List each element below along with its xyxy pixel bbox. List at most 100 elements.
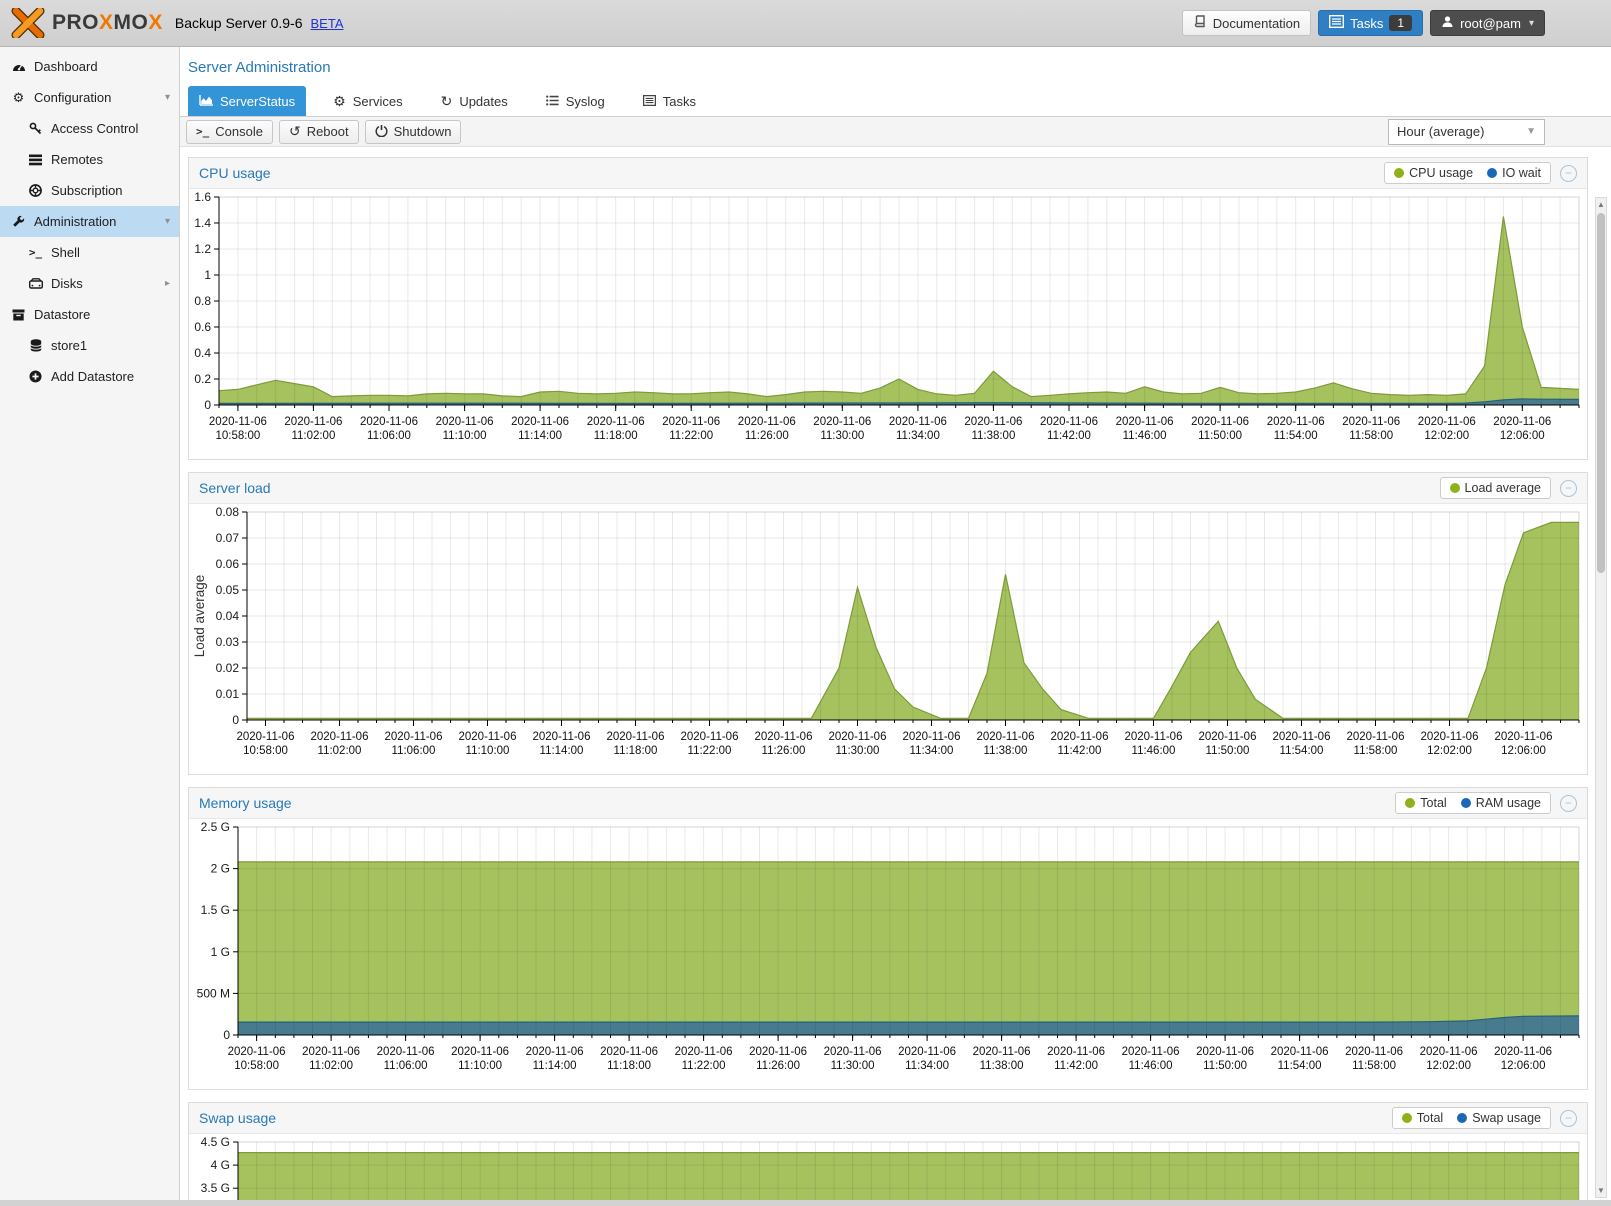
wrench-icon (10, 215, 27, 228)
list-icon (545, 94, 559, 108)
sidebar-item-store1[interactable]: store1 (0, 330, 179, 361)
memory-usage-panel: Memory usage Total RAM usage − 0 500 M 1 G… (188, 787, 1588, 1090)
shutdown-button[interactable]: Shutdown (364, 119, 462, 144)
svg-text:2020-11-06: 2020-11-06 (511, 416, 569, 428)
console-button[interactable]: >_ Console (186, 119, 273, 144)
svg-text:10:58:00: 10:58:00 (234, 1060, 279, 1072)
legend-entry-total[interactable]: Total (1405, 796, 1447, 810)
svg-text:11:10:00: 11:10:00 (458, 1060, 502, 1072)
svg-text:11:46:00: 11:46:00 (1132, 745, 1176, 757)
svg-text:2020-11-06: 2020-11-06 (1347, 731, 1405, 743)
svg-text:11:54:00: 11:54:00 (1278, 1060, 1322, 1072)
sidebar-item-dashboard[interactable]: Dashboard (0, 51, 179, 82)
tab-tasks[interactable]: Tasks (632, 86, 707, 116)
tab-serverstatus[interactable]: ServerStatus (188, 86, 307, 116)
chevron-down-icon: ▾ (164, 92, 170, 103)
svg-text:2020-11-06: 2020-11-06 (1040, 416, 1098, 428)
time-range-select[interactable]: Hour (average) ▼ (1388, 118, 1545, 145)
tab-bar: ServerStatus ⚙ Services ↻ Updates Syslog… (180, 86, 1611, 117)
svg-text:0.8: 0.8 (194, 294, 211, 308)
legend-entry-total[interactable]: Total (1401, 1111, 1443, 1125)
svg-text:11:34:00: 11:34:00 (905, 1060, 949, 1072)
tasks-button[interactable]: Tasks 1 (1318, 10, 1424, 36)
svg-text:2020-11-06: 2020-11-06 (973, 1046, 1031, 1058)
collapse-panel-icon[interactable]: − (1560, 1109, 1577, 1127)
svg-text:11:46:00: 11:46:00 (1123, 430, 1167, 442)
tab-syslog[interactable]: Syslog (535, 86, 616, 116)
database-icon (27, 339, 44, 352)
svg-text:0.4: 0.4 (194, 346, 211, 360)
panel-title: CPU usage (199, 165, 271, 181)
svg-text:0.6: 0.6 (194, 320, 211, 334)
reboot-button[interactable]: ↺ Reboot (278, 119, 359, 144)
svg-text:2020-11-06: 2020-11-06 (755, 731, 813, 743)
svg-text:11:06:00: 11:06:00 (384, 1060, 428, 1072)
svg-text:12:02:00: 12:02:00 (1424, 430, 1469, 442)
legend-entry-ram-usage[interactable]: RAM usage (1460, 796, 1541, 810)
sidebar-item-datastore[interactable]: Datastore (0, 299, 179, 330)
vertical-scrollbar[interactable]: ▲ ▼ (1595, 197, 1607, 1198)
svg-text:Load average: Load average (192, 575, 207, 658)
svg-text:11:58:00: 11:58:00 (1352, 1060, 1396, 1072)
beta-link[interactable]: BETA (310, 15, 344, 31)
svg-text:2020-11-06: 2020-11-06 (1421, 731, 1479, 743)
book-icon (1193, 14, 1207, 32)
server-load-chart: 0 0.01 0.02 0.03 0.04 0.05 0.06 0.07 0.08 2020-11… (189, 504, 1587, 774)
task-list-icon (642, 94, 656, 108)
svg-text:2020-11-06: 2020-11-06 (1493, 416, 1551, 428)
svg-text:11:22:00: 11:22:00 (688, 745, 732, 757)
svg-text:2020-11-06: 2020-11-06 (311, 731, 369, 743)
sidebar-item-administration[interactable]: Administration ▾ (0, 206, 179, 237)
svg-text:2020-11-06: 2020-11-06 (1495, 731, 1553, 743)
sidebar-item-subscription[interactable]: Subscription (0, 175, 179, 206)
svg-text:11:38:00: 11:38:00 (980, 1060, 1024, 1072)
svg-text:2020-11-06: 2020-11-06 (977, 731, 1035, 743)
sidebar-item-disks[interactable]: Disks ▸ (0, 268, 179, 299)
sidebar-item-access-control[interactable]: Access Control (0, 113, 179, 144)
sidebar-item-add-datastore[interactable]: Add Datastore (0, 361, 179, 392)
tab-updates[interactable]: ↻ Updates (440, 93, 508, 109)
svg-text:11:10:00: 11:10:00 (443, 430, 487, 442)
svg-text:2020-11-06: 2020-11-06 (284, 416, 342, 428)
collapse-panel-icon[interactable]: − (1560, 794, 1577, 812)
svg-text:2020-11-06: 2020-11-06 (829, 731, 887, 743)
svg-text:11:02:00: 11:02:00 (318, 745, 362, 757)
gears-icon: ⚙ (333, 93, 346, 109)
legend-entry-swap-usage[interactable]: Swap usage (1457, 1111, 1541, 1125)
legend-dot (1394, 168, 1405, 178)
legend-entry-cpu-usage[interactable]: CPU usage (1394, 166, 1473, 180)
scroll-up-arrow[interactable]: ▲ (1597, 200, 1605, 209)
svg-text:2020-11-06: 2020-11-06 (436, 416, 494, 428)
svg-text:2020-11-06: 2020-11-06 (681, 731, 739, 743)
svg-text:11:14:00: 11:14:00 (540, 745, 584, 757)
chevron-down-icon: ▼ (1526, 126, 1536, 137)
svg-text:11:50:00: 11:50:00 (1203, 1060, 1247, 1072)
scroll-down-arrow[interactable]: ▼ (1597, 1186, 1605, 1195)
product-subtitle: Backup Server 0.9-6 (174, 15, 303, 31)
action-toolbar: >_ Console ↺ Reboot Shutdown Hour (avera… (180, 117, 1611, 147)
sidebar-item-configuration[interactable]: ⚙ Configuration ▾ (0, 82, 179, 113)
sidebar-item-remotes[interactable]: Remotes (0, 144, 179, 175)
collapse-panel-icon[interactable]: − (1560, 164, 1577, 182)
svg-text:10:58:00: 10:58:00 (243, 745, 288, 757)
tab-services[interactable]: ⚙ Services (333, 93, 403, 109)
chart-legend: Total RAM usage (1395, 792, 1551, 814)
svg-text:0: 0 (232, 713, 239, 727)
scrollbar-thumb[interactable] (1597, 213, 1605, 573)
user-menu-button[interactable]: root@pam ▾ (1430, 10, 1545, 36)
user-icon (1441, 15, 1454, 31)
svg-text:2020-11-06: 2020-11-06 (1273, 731, 1331, 743)
sidebar-item-shell[interactable]: >_ Shell (28, 245, 80, 260)
documentation-button[interactable]: Documentation (1181, 10, 1312, 36)
svg-text:2020-11-06: 2020-11-06 (377, 1046, 435, 1058)
svg-text:1 G: 1 G (211, 945, 230, 959)
legend-entry-load-average[interactable]: Load average (1449, 481, 1541, 495)
svg-text:2020-11-06: 2020-11-06 (1494, 1046, 1552, 1058)
key-icon (27, 122, 44, 135)
archive-box-icon (10, 309, 27, 321)
plus-circle-icon (27, 370, 44, 383)
svg-text:0.08: 0.08 (216, 506, 240, 519)
collapse-panel-icon[interactable]: − (1560, 479, 1577, 497)
svg-text:12:06:00: 12:06:00 (1500, 430, 1545, 442)
legend-entry-io-wait[interactable]: IO wait (1487, 166, 1541, 180)
